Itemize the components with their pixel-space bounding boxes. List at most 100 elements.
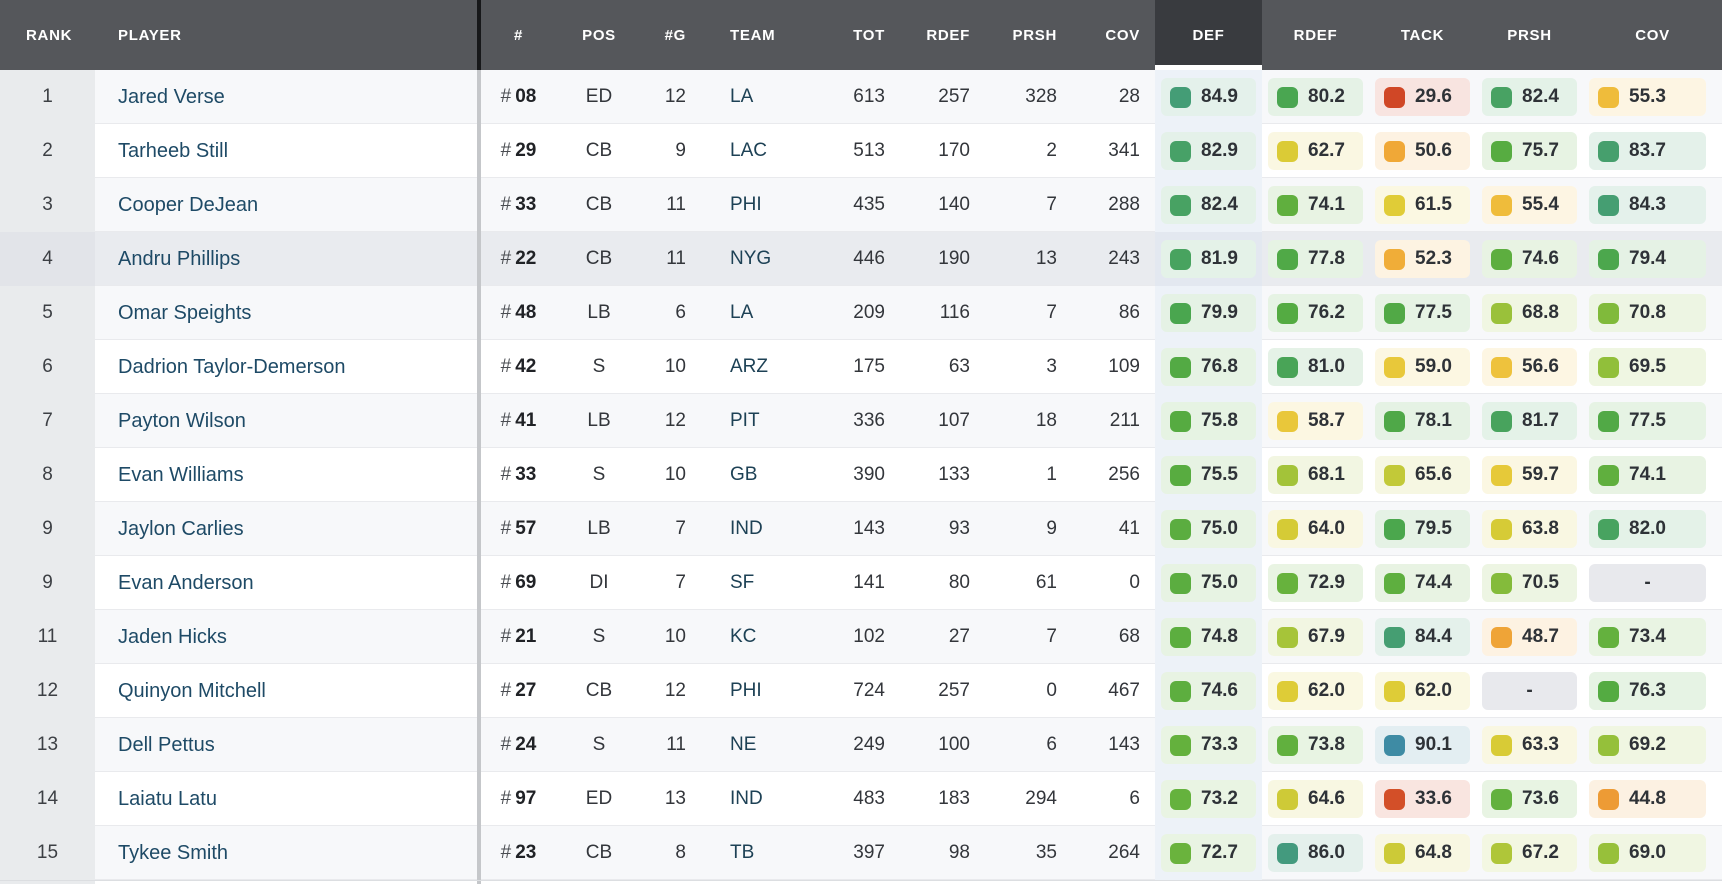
jersey-number-cell: #41 bbox=[481, 394, 556, 448]
table-row[interactable]: 13 Dell Pettus #24 S 11 NE 249 100 6 143 73.3 73.8 9… bbox=[0, 718, 1722, 772]
team-link[interactable]: NE bbox=[730, 734, 757, 755]
column-header-rdef[interactable]: RDEF bbox=[926, 26, 970, 44]
player-cell: Tykee Smith bbox=[95, 826, 477, 880]
team-link[interactable]: IND bbox=[730, 518, 763, 539]
games-cell: 12 bbox=[664, 410, 686, 431]
grade-color-swatch bbox=[1598, 140, 1619, 162]
column-header-pos[interactable]: POS bbox=[582, 26, 616, 44]
grade-color-swatch bbox=[1598, 356, 1619, 378]
grade-value: 52.3 bbox=[1415, 248, 1452, 269]
grade-chip: 59.0 bbox=[1375, 348, 1470, 386]
team-link[interactable]: GB bbox=[730, 464, 758, 485]
column-header-jersey[interactable]: # bbox=[513, 26, 524, 44]
team-link[interactable]: PHI bbox=[730, 194, 762, 215]
position-cell: LB bbox=[587, 518, 611, 539]
player-link[interactable]: Jaylon Carlies bbox=[118, 517, 244, 540]
player-cell: Jaden Hicks bbox=[95, 610, 477, 664]
player-link[interactable]: Tykee Smith bbox=[118, 841, 229, 864]
column-header-prsh[interactable]: PRSH bbox=[1012, 26, 1057, 44]
team-link[interactable]: LAC bbox=[730, 140, 767, 161]
grade-color-swatch bbox=[1491, 140, 1512, 162]
grade-value: 70.8 bbox=[1629, 302, 1666, 323]
player-link[interactable]: Evan Anderson bbox=[118, 571, 254, 594]
column-header-games[interactable]: #G bbox=[664, 26, 686, 44]
team-link[interactable]: NYG bbox=[730, 248, 772, 269]
grade-chip: 56.6 bbox=[1482, 348, 1577, 386]
table-row[interactable]: 9 Evan Anderson #69 DI 7 SF 141 80 61 0 75.0 72.9 74… bbox=[0, 556, 1722, 610]
player-link[interactable]: Tarheeb Still bbox=[118, 139, 229, 162]
column-header-grade-prsh[interactable]: PRSH bbox=[1476, 0, 1583, 70]
column-header-grade-def-active[interactable]: DEF bbox=[1155, 0, 1262, 70]
column-header-player[interactable]: PLAYER bbox=[118, 26, 182, 44]
player-section-divider bbox=[477, 394, 481, 448]
team-cell: LA bbox=[700, 70, 815, 124]
grade-chip: 72.9 bbox=[1268, 564, 1363, 602]
column-header-grade-rdef[interactable]: RDEF bbox=[1262, 0, 1369, 70]
jersey-number: 33 bbox=[515, 464, 537, 485]
grade-chip: 76.2 bbox=[1268, 294, 1363, 332]
grade-color-swatch bbox=[1170, 626, 1191, 648]
column-header-grade-cov[interactable]: COV bbox=[1583, 0, 1722, 70]
player-link[interactable]: Cooper DeJean bbox=[118, 193, 259, 216]
table-row[interactable]: 14 Laiatu Latu #97 ED 13 IND 483 183 294 6 73.2 64.… bbox=[0, 772, 1722, 826]
snap-count-rdef-cell: 98 bbox=[948, 842, 970, 863]
team-link[interactable]: SF bbox=[730, 572, 755, 593]
team-link[interactable]: IND bbox=[730, 788, 763, 809]
player-cell: Quinyon Mitchell bbox=[95, 664, 477, 718]
player-link[interactable]: Evan Williams bbox=[118, 463, 244, 486]
grade-cell-cov: 76.3 bbox=[1583, 664, 1722, 718]
player-link[interactable]: Payton Wilson bbox=[118, 409, 246, 432]
player-link[interactable]: Andru Phillips bbox=[118, 247, 241, 270]
table-row[interactable]: 2 Tarheeb Still #29 CB 9 LAC 513 170 2 341 82.9 62.… bbox=[0, 124, 1722, 178]
table-row[interactable]: 7 Payton Wilson #41 LB 12 PIT 336 107 18 211 75.8 5… bbox=[0, 394, 1722, 448]
grade-value: 64.6 bbox=[1308, 788, 1345, 809]
team-link[interactable]: LA bbox=[730, 302, 754, 323]
player-link[interactable]: Quinyon Mitchell bbox=[118, 679, 266, 702]
jersey-number: 57 bbox=[515, 518, 537, 539]
grade-value: 82.9 bbox=[1201, 140, 1238, 161]
position-cell: ED bbox=[585, 86, 613, 107]
table-row[interactable]: 12 Quinyon Mitchell #27 CB 12 PHI 724 257 0 467 74… bbox=[0, 664, 1722, 718]
column-header-cov[interactable]: COV bbox=[1105, 26, 1140, 44]
table-row[interactable]: 9 Jaylon Carlies #57 LB 7 IND 143 93 9 41 75.0 64.0… bbox=[0, 502, 1722, 556]
team-link[interactable]: KC bbox=[730, 626, 757, 647]
column-header-tot[interactable]: TOT bbox=[853, 26, 885, 44]
snap-count-prsh-cell: 2 bbox=[1046, 140, 1057, 161]
player-link[interactable]: Dell Pettus bbox=[118, 733, 215, 756]
team-link[interactable]: LA bbox=[730, 86, 754, 107]
snap-count-prsh-cell: 18 bbox=[1035, 410, 1057, 431]
team-cell: ARZ bbox=[700, 340, 815, 394]
column-header-grade-tack[interactable]: TACK bbox=[1369, 0, 1476, 70]
team-link[interactable]: TB bbox=[730, 842, 755, 863]
table-row[interactable]: 8 Evan Williams #33 S 10 GB 390 133 1 256 75.5 68.1… bbox=[0, 448, 1722, 502]
team-link[interactable]: PIT bbox=[730, 410, 760, 431]
position-cell: CB bbox=[585, 194, 613, 215]
column-header-team[interactable]: TEAM bbox=[730, 26, 776, 44]
table-row[interactable]: 3 Cooper DeJean #33 CB 11 PHI 435 140 7 288 82.4 74… bbox=[0, 178, 1722, 232]
grade-cell-cov: - bbox=[1583, 556, 1722, 610]
grade-cell-cov: 69.5 bbox=[1583, 340, 1722, 394]
grade-cell-prsh: 63.8 bbox=[1476, 502, 1583, 556]
team-link[interactable]: PHI bbox=[730, 680, 762, 701]
grade-color-swatch bbox=[1491, 518, 1512, 540]
player-link[interactable]: Jaden Hicks bbox=[118, 625, 227, 648]
table-row[interactable]: 11 Jaden Hicks #21 S 10 KC 102 27 7 68 74.8 67.9 84.… bbox=[0, 610, 1722, 664]
player-link[interactable]: Laiatu Latu bbox=[118, 787, 217, 810]
player-link[interactable]: Omar Speights bbox=[118, 301, 252, 324]
grade-value: 61.5 bbox=[1415, 194, 1452, 215]
table-row[interactable]: 6 Dadrion Taylor-Demerson #42 S 10 ARZ 175 63 3 1… bbox=[0, 340, 1722, 394]
table-row[interactable]: 5 Omar Speights #48 LB 6 LA 209 116 7 86 79.9 76.2 7… bbox=[0, 286, 1722, 340]
team-link[interactable]: ARZ bbox=[730, 356, 768, 377]
table-row[interactable]: 1 Jared Verse #08 ED 12 LA 613 257 328 28 84.9 80.2… bbox=[0, 70, 1722, 124]
grade-cell-def: 74.6 bbox=[1155, 664, 1262, 718]
table-row[interactable]: 15 Tykee Smith #23 CB 8 TB 397 98 35 264 72.7 86.0 6… bbox=[0, 826, 1722, 880]
player-link[interactable]: Jared Verse bbox=[118, 85, 225, 108]
grade-chip: 69.5 bbox=[1589, 348, 1706, 386]
snap-count-rdef-cell: 100 bbox=[938, 734, 970, 755]
player-link[interactable]: Dadrion Taylor-Demerson bbox=[118, 355, 346, 378]
grade-chip: 79.4 bbox=[1589, 240, 1706, 278]
column-header-rank[interactable]: RANK bbox=[26, 26, 73, 44]
table-row[interactable]: 4 Andru Phillips #22 CB 11 NYG 446 190 13 243 81.9… bbox=[0, 232, 1722, 286]
grade-cell-prsh: 73.6 bbox=[1476, 772, 1583, 826]
snap-count-prsh-cell: 9 bbox=[1046, 518, 1057, 539]
